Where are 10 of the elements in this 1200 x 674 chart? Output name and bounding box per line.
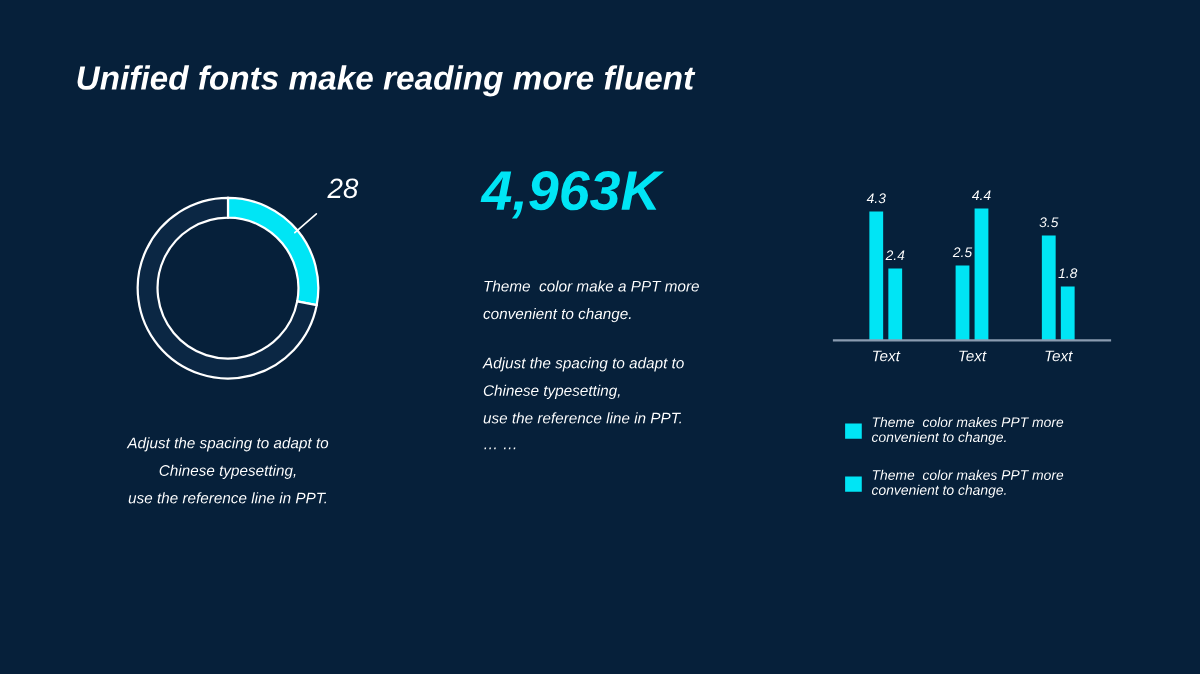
bar	[869, 211, 884, 341]
bar	[955, 265, 970, 341]
bar	[974, 208, 989, 341]
bar	[1041, 235, 1056, 341]
bar	[1060, 286, 1075, 341]
bar	[888, 268, 903, 341]
donut-slice	[136, 196, 318, 380]
data-label: 28	[327, 178, 359, 199]
chart-title: Unified fonts make reading more fluent	[77, 65, 696, 97]
text: 4,963K	[480, 171, 665, 219]
